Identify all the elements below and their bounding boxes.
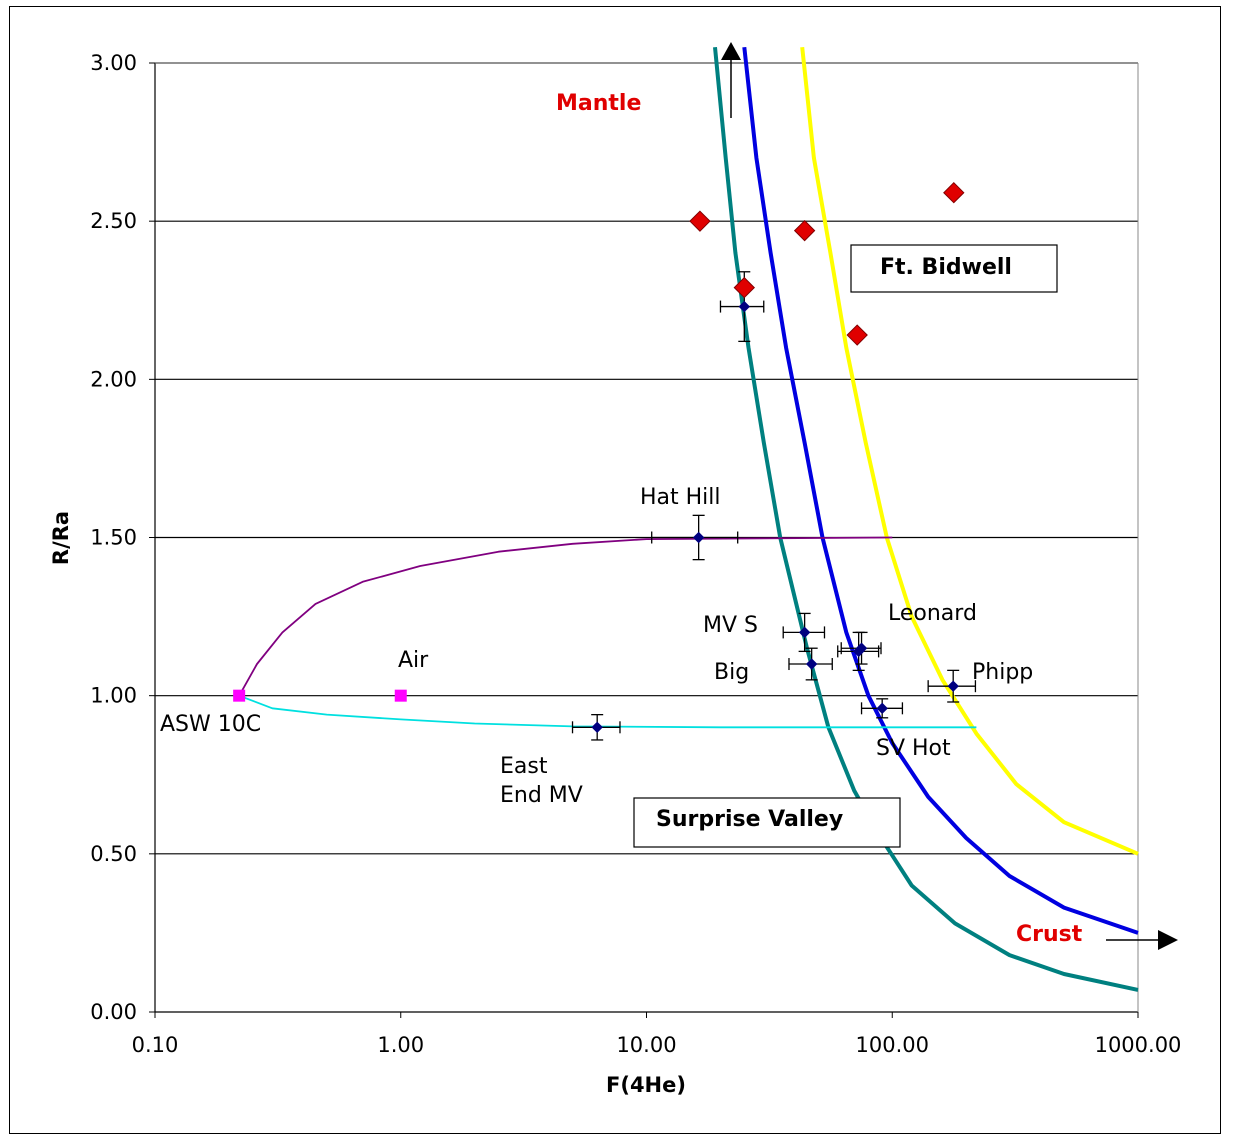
sv-hot-label: SV Hot bbox=[876, 736, 951, 761]
y-tick-label: 1.00 bbox=[90, 684, 137, 708]
mixing-curves bbox=[238, 46, 1139, 992]
chart-frame bbox=[9, 6, 1221, 1134]
mixing-curve bbox=[713, 47, 1139, 992]
surprise-valley-box bbox=[633, 797, 901, 848]
ft-bidwell-point bbox=[846, 324, 868, 346]
y-tick-label: 2.00 bbox=[90, 367, 137, 391]
ft-bidwell-point bbox=[733, 276, 756, 299]
mixing-curve bbox=[800, 46, 1139, 856]
label-boxes: Ft. Bidwell Surprise Valley bbox=[633, 244, 1058, 848]
sample-point bbox=[805, 658, 818, 670]
sample-point bbox=[798, 626, 811, 639]
endmember-point bbox=[394, 689, 407, 702]
arrows bbox=[721, 42, 1178, 950]
grid-lines bbox=[155, 62, 1138, 855]
x-axis-title: F(4He) bbox=[606, 1073, 686, 1097]
surprise-valley-box-label: Surprise Valley bbox=[656, 807, 843, 832]
sample-point bbox=[876, 702, 888, 715]
mantle-label: Mantle bbox=[556, 91, 641, 116]
east-end-label-line1: East bbox=[500, 754, 548, 779]
phipp-label: Phipp bbox=[972, 660, 1033, 685]
x-tick-label: 100.00 bbox=[856, 1033, 929, 1057]
sample-point bbox=[738, 300, 751, 313]
ft-bidwell-point bbox=[689, 210, 711, 232]
y-tick-label: 1.50 bbox=[90, 526, 137, 550]
ft-bidwell-box bbox=[850, 244, 1058, 293]
x-tick-label: 0.10 bbox=[132, 1033, 179, 1057]
air-label: Air bbox=[398, 648, 429, 673]
east-end-label-line2: End MV bbox=[500, 783, 583, 808]
ft-bidwell-point bbox=[793, 219, 816, 242]
markers bbox=[233, 181, 965, 734]
error-bars bbox=[571, 271, 977, 741]
sample-point bbox=[855, 642, 868, 654]
mantle-arrow-head bbox=[721, 42, 741, 60]
crust-arrow-head bbox=[1158, 930, 1178, 950]
annotations: Mantle Crust Hat Hill MV S Big Leonard P… bbox=[160, 91, 1083, 947]
mv-s-label: MV S bbox=[703, 613, 758, 638]
y-tick-label: 0.00 bbox=[90, 1000, 137, 1024]
y-tick-labels: 0.00 0.50 1.00 1.50 2.00 2.50 3.00 bbox=[90, 51, 137, 1024]
sample-point bbox=[692, 531, 705, 544]
x-tick-label: 1.00 bbox=[377, 1033, 424, 1057]
ft-bidwell-point bbox=[943, 181, 965, 204]
mixing-curve bbox=[238, 536, 893, 697]
y-tick-label: 3.00 bbox=[90, 51, 137, 75]
leonard-label: Leonard bbox=[888, 601, 977, 626]
y-tick-label: 0.50 bbox=[90, 842, 137, 866]
asw-label: ASW 10C bbox=[160, 712, 261, 737]
x-tick-label: 10.00 bbox=[616, 1033, 676, 1057]
axes bbox=[149, 62, 1139, 1018]
endmember-point bbox=[233, 689, 246, 702]
big-label: Big bbox=[714, 660, 749, 685]
hat-hill-label: Hat Hill bbox=[640, 485, 721, 510]
sample-point bbox=[591, 721, 603, 734]
mixing-curve bbox=[238, 694, 977, 729]
ft-bidwell-box-label: Ft. Bidwell bbox=[880, 255, 1012, 280]
x-tick-labels: 0.10 1.00 10.00 100.00 1000.00 bbox=[132, 1033, 1182, 1057]
y-tick-label: 2.50 bbox=[90, 209, 137, 233]
y-axis-title: R/Ra bbox=[49, 511, 73, 565]
sample-point bbox=[947, 680, 959, 692]
x-tick-label: 1000.00 bbox=[1095, 1033, 1182, 1057]
crust-label: Crust bbox=[1016, 922, 1083, 947]
